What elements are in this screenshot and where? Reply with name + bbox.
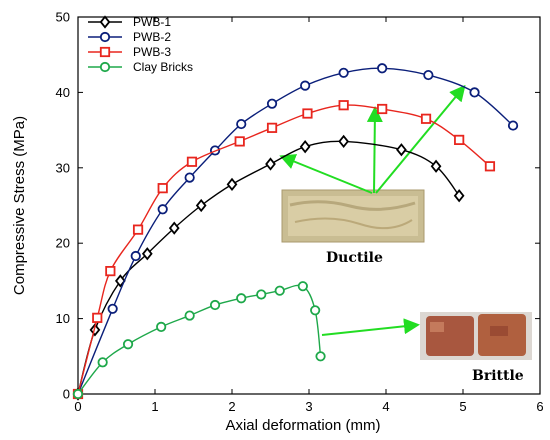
legend-item: PWB-1 xyxy=(88,15,171,29)
data-point xyxy=(454,134,465,146)
data-point xyxy=(157,183,168,194)
brittle-label: Brittle xyxy=(472,368,524,384)
data-point xyxy=(300,80,311,91)
y-tick-label: 0 xyxy=(63,387,70,402)
legend-marker xyxy=(99,46,111,58)
data-point xyxy=(209,299,221,311)
y-tick-label: 30 xyxy=(56,160,70,175)
data-point xyxy=(266,122,278,133)
x-tick-label: 1 xyxy=(151,399,158,414)
data-point xyxy=(157,204,168,215)
data-point xyxy=(89,323,101,337)
data-point xyxy=(236,118,247,130)
arrow-to-pwb1 xyxy=(279,154,373,194)
arrow-to-clay-bricks xyxy=(321,318,420,336)
series-layer xyxy=(72,63,519,401)
data-point xyxy=(265,157,276,171)
data-point xyxy=(484,161,496,172)
data-point xyxy=(122,339,134,350)
data-point xyxy=(226,177,238,192)
x-tick-label: 6 xyxy=(536,399,543,414)
y-tick-label: 40 xyxy=(56,85,70,100)
data-point xyxy=(469,87,480,98)
data-point xyxy=(130,250,141,262)
legend-item: Clay Bricks xyxy=(88,60,193,74)
data-point xyxy=(236,293,247,304)
x-tick-label: 4 xyxy=(382,399,389,414)
data-point xyxy=(234,136,245,147)
series-line xyxy=(77,140,460,395)
data-point xyxy=(184,172,195,183)
x-tick-label: 3 xyxy=(305,399,312,414)
series-pwb-1 xyxy=(72,134,465,401)
y-tick-label: 20 xyxy=(56,236,70,251)
legend-item: PWB-3 xyxy=(88,45,171,59)
data-point xyxy=(107,303,118,314)
data-point xyxy=(507,120,519,131)
annotation-arrows xyxy=(279,84,466,336)
arrow-to-pwb2 xyxy=(375,84,466,194)
axes-layer: 0 1 2 3 4 5 6 0 10 20 30 40 50 Axial deformation (mm)… xyxy=(11,10,544,435)
data-point xyxy=(105,265,116,277)
x-axis-title: Axial deformation (mm) xyxy=(225,417,380,434)
data-point xyxy=(184,310,195,321)
y-tick-label: 50 xyxy=(56,10,70,25)
data-point xyxy=(92,312,103,323)
legend-label: PWB-3 xyxy=(133,45,171,59)
data-point xyxy=(338,100,349,111)
data-point xyxy=(141,247,153,261)
data-point xyxy=(195,198,207,213)
y-axis-title: Compressive Stress (MPa) xyxy=(11,116,28,295)
data-point xyxy=(453,189,465,203)
series-pwb-2 xyxy=(72,63,519,400)
data-point xyxy=(338,134,350,149)
series-pwb-3 xyxy=(72,100,496,400)
data-point xyxy=(274,285,285,296)
data-point xyxy=(168,221,180,235)
brittle-photo xyxy=(420,312,532,360)
data-point xyxy=(97,357,108,368)
data-point xyxy=(310,305,321,316)
data-point xyxy=(396,143,407,157)
data-point xyxy=(420,113,432,124)
data-point xyxy=(72,388,84,400)
data-point xyxy=(423,69,434,81)
data-point xyxy=(156,321,167,332)
data-point xyxy=(256,289,267,300)
ductile-label: Ductile xyxy=(326,250,383,266)
data-point xyxy=(302,108,313,119)
legend-label: PWB-1 xyxy=(133,15,171,29)
legend-marker xyxy=(99,15,111,29)
y-tick-label: 10 xyxy=(56,311,70,326)
data-point xyxy=(377,103,388,115)
data-point xyxy=(266,98,278,109)
arrow-to-pwb3 xyxy=(366,106,383,194)
data-point xyxy=(132,224,144,235)
data-point xyxy=(297,281,308,292)
data-point xyxy=(430,159,442,173)
legend-marker xyxy=(99,31,111,43)
series-line xyxy=(77,284,322,395)
data-point xyxy=(377,63,388,74)
x-tick-label: 0 xyxy=(74,399,81,414)
data-point xyxy=(114,274,126,288)
data-point xyxy=(299,140,311,154)
legend-marker xyxy=(99,61,111,73)
data-point xyxy=(338,67,349,78)
legend-item: PWB-2 xyxy=(88,30,171,44)
series-clay-bricks xyxy=(72,281,326,400)
ductile-photo xyxy=(281,189,425,243)
legend-label: Clay Bricks xyxy=(133,60,193,74)
x-tick-label: 5 xyxy=(459,399,466,414)
data-point xyxy=(186,156,198,167)
x-tick-label: 2 xyxy=(228,399,235,414)
data-point xyxy=(315,351,326,362)
legend-label: PWB-2 xyxy=(133,30,171,44)
